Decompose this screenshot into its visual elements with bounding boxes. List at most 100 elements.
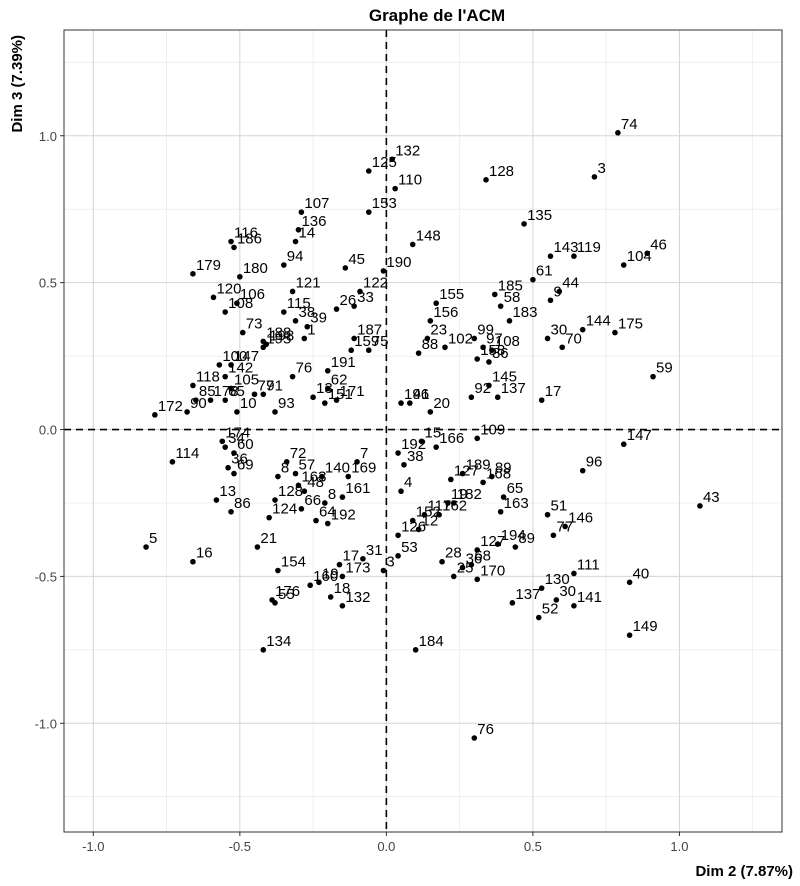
- data-point: [497, 303, 504, 309]
- data-point: [316, 579, 322, 586]
- data-point-label: 86: [492, 345, 509, 362]
- data-point: [228, 508, 234, 515]
- data-point-label: 17: [342, 548, 359, 565]
- data-point-label: 190: [386, 254, 411, 271]
- data-point-label: 8: [281, 460, 289, 477]
- data-point: [339, 602, 346, 609]
- data-point-label: 13: [219, 483, 236, 500]
- data-point-label: 194: [501, 527, 526, 544]
- data-point: [260, 391, 267, 398]
- data-point-label: 184: [419, 633, 444, 650]
- data-point: [626, 632, 633, 638]
- data-point-label: 102: [448, 330, 473, 347]
- data-point-label: 31: [366, 542, 383, 559]
- data-point-label: 188: [266, 324, 291, 341]
- data-point-label: 58: [504, 289, 521, 306]
- data-point-label: 191: [331, 354, 356, 371]
- x-tick-label: 0.5: [524, 839, 542, 854]
- data-point: [436, 511, 442, 518]
- data-point-label: 192: [401, 436, 426, 453]
- data-point: [535, 614, 542, 621]
- data-point: [348, 347, 355, 354]
- data-point-label: 132: [395, 142, 420, 159]
- data-point-label: 33: [357, 289, 374, 306]
- data-point: [310, 394, 316, 401]
- data-point: [231, 244, 237, 251]
- data-point-label: 143: [553, 239, 578, 256]
- data-point: [298, 506, 305, 512]
- data-point-label: 100: [222, 348, 247, 365]
- data-point-label: 121: [296, 274, 321, 291]
- data-point-label: 137: [501, 380, 526, 397]
- data-point: [521, 221, 527, 227]
- data-point: [380, 268, 387, 274]
- data-point: [283, 459, 290, 465]
- data-point: [474, 576, 481, 583]
- data-point: [222, 444, 228, 450]
- data-point: [275, 473, 281, 480]
- data-point: [489, 473, 495, 480]
- data-point-label: 187: [357, 321, 382, 338]
- data-point: [301, 335, 308, 342]
- data-point: [398, 488, 404, 495]
- data-point-label: 21: [260, 530, 277, 547]
- data-point: [395, 450, 401, 456]
- data-point: [409, 517, 416, 524]
- data-point: [324, 385, 331, 392]
- data-point: [336, 561, 343, 568]
- data-point-label: 88: [422, 336, 439, 353]
- data-point-label: 130: [545, 571, 570, 588]
- data-point: [409, 241, 416, 248]
- data-point: [620, 441, 627, 448]
- data-point-label: 195: [266, 330, 291, 347]
- data-point-label: 68: [474, 548, 491, 565]
- data-point: [450, 573, 457, 580]
- data-point-label: 5: [149, 530, 157, 547]
- data-point-label: 146: [568, 509, 593, 526]
- data-point: [489, 347, 495, 354]
- data-point-label: 85: [199, 383, 216, 400]
- data-point-label: 65: [507, 480, 524, 497]
- data-point: [324, 520, 331, 527]
- data-point-label: 3: [386, 554, 394, 571]
- data-point-label: 77: [556, 518, 573, 535]
- data-point: [324, 367, 331, 374]
- data-point: [351, 303, 357, 309]
- data-point-label: 76: [477, 721, 494, 738]
- data-point-label: 72: [290, 445, 307, 462]
- data-point-label: 89: [495, 460, 512, 477]
- data-point-label: 126: [401, 518, 426, 535]
- data-point: [190, 271, 196, 277]
- data-point: [650, 373, 656, 380]
- data-point: [398, 400, 404, 406]
- data-point-label: 19: [322, 565, 339, 582]
- data-point: [442, 344, 448, 351]
- data-point-label: 97: [486, 330, 503, 347]
- data-point: [260, 647, 267, 653]
- data-point: [433, 300, 439, 307]
- data-point-label: 66: [304, 492, 321, 509]
- data-point-label: 154: [281, 554, 306, 571]
- data-point: [553, 597, 560, 603]
- data-point: [579, 326, 586, 333]
- data-point-label: 109: [480, 421, 505, 438]
- data-point: [559, 344, 566, 351]
- data-point: [272, 409, 278, 415]
- data-point: [556, 288, 563, 295]
- data-point-label: 156: [433, 304, 458, 321]
- data-point: [301, 488, 308, 495]
- data-point-label: 110: [398, 172, 422, 189]
- data-point: [412, 647, 419, 653]
- data-point: [415, 350, 422, 356]
- data-point: [351, 335, 357, 342]
- data-point: [339, 573, 346, 580]
- data-point: [407, 400, 413, 406]
- data-point: [538, 585, 545, 591]
- data-point: [471, 735, 478, 741]
- data-point: [579, 467, 586, 474]
- data-point: [327, 594, 334, 600]
- data-point-label: 166: [439, 430, 464, 447]
- data-point: [395, 532, 401, 539]
- data-point-label: 34: [228, 430, 245, 447]
